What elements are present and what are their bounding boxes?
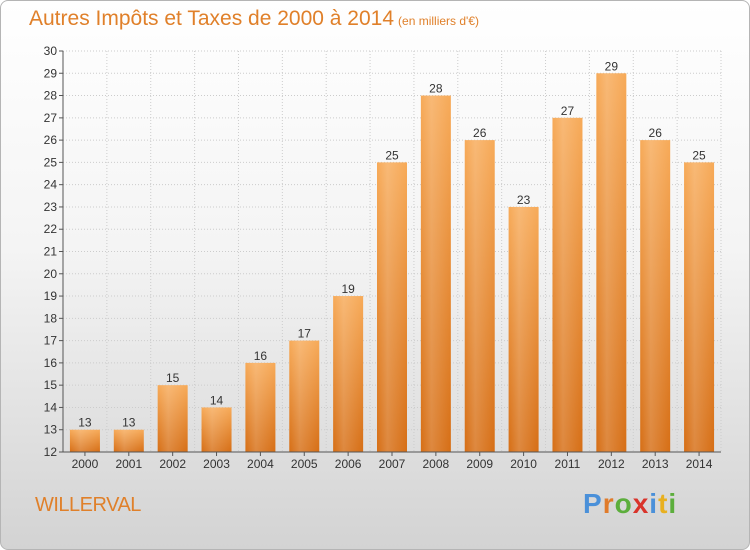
bar-highlight — [69, 429, 100, 452]
x-tick-label: 2007 — [379, 457, 406, 471]
logo-letter: P — [583, 488, 603, 519]
y-tick-label: 23 — [44, 200, 58, 214]
y-tick-label: 14 — [44, 400, 58, 414]
bar-highlight — [157, 385, 188, 452]
bar-highlight — [289, 340, 320, 452]
bar-highlight — [508, 206, 539, 452]
y-tick-label: 27 — [44, 111, 58, 125]
x-tick-label: 2006 — [335, 457, 362, 471]
chart-title: Autres Impôts et Taxes de 2000 à 2014 (en… — [29, 7, 479, 31]
y-tick-label: 22 — [44, 222, 58, 236]
y-tick-label: 30 — [44, 44, 58, 58]
logo-letter: i — [668, 488, 678, 519]
y-tick-label: 12 — [44, 445, 58, 459]
y-tick-label: 25 — [44, 155, 58, 169]
x-tick-label: 2011 — [555, 457, 581, 471]
bar-value-label: 19 — [341, 282, 355, 296]
bar-highlight — [464, 140, 495, 452]
x-tick-label: 2005 — [291, 457, 318, 471]
x-tick-label: 2001 — [115, 457, 142, 471]
bar-value-label: 16 — [254, 349, 268, 363]
y-tick-label: 20 — [44, 267, 58, 281]
bar-highlight — [377, 162, 407, 452]
y-tick-label: 26 — [44, 133, 58, 147]
y-tick-label: 15 — [44, 378, 58, 392]
bar-highlight — [333, 296, 364, 452]
logo-letter: r — [602, 488, 615, 519]
grid-lines — [62, 50, 722, 453]
bar-value-label: 15 — [166, 371, 180, 385]
bar-highlight — [640, 140, 671, 452]
chart-unit: (en milliers d'€) — [398, 14, 480, 28]
bar-value-label: 23 — [517, 193, 531, 207]
bar-value-label: 17 — [298, 327, 312, 341]
bar-highlight — [596, 73, 627, 453]
y-tick-label: 18 — [44, 311, 58, 325]
x-tick-label: 2010 — [510, 457, 537, 471]
y-tick-label: 13 — [44, 423, 58, 437]
logo-letter: t — [658, 488, 669, 519]
proxiti-logo[interactable]: Proxiti — [583, 488, 677, 520]
axes: 12 13 14 15 16 17 18 19 20 21 22 23 24 25 26 27 28 29 30 20… — [44, 44, 721, 471]
bar-value-label: 27 — [561, 104, 575, 118]
x-tick-label: 2014 — [686, 457, 713, 471]
y-tick-label: 24 — [44, 178, 58, 192]
bar-value-label: 25 — [385, 148, 399, 162]
x-tick-label: 2008 — [423, 457, 450, 471]
bar-value-label: 13 — [122, 416, 136, 430]
logo-letter: x — [632, 488, 650, 519]
bar-value-label: 13 — [78, 416, 92, 430]
bar-value-label: 28 — [429, 82, 443, 96]
y-tick-label: 19 — [44, 289, 58, 303]
bar-highlight — [113, 429, 144, 452]
x-tick-label: 2004 — [247, 457, 274, 471]
x-tick-label: 2002 — [159, 457, 186, 471]
x-tick-label: 2009 — [466, 457, 493, 471]
bar-highlight — [420, 95, 451, 453]
bar-value-label: 29 — [605, 59, 619, 73]
x-tick-label: 2013 — [642, 457, 669, 471]
x-tick-label: 2003 — [203, 457, 230, 471]
x-tick-label: 2000 — [72, 457, 99, 471]
bar-highlight — [245, 362, 276, 452]
bar-value-label: 25 — [692, 148, 706, 162]
bar-highlight — [201, 407, 232, 452]
bar-value-label: 26 — [649, 126, 663, 140]
commune-name: WILLERVAL — [35, 494, 141, 516]
chart-title-text: Autres Impôts et Taxes de 2000 à 2014 — [29, 7, 395, 30]
bar-highlight — [684, 162, 715, 452]
y-tick-label: 28 — [44, 89, 58, 103]
y-tick-label: 21 — [44, 245, 58, 259]
x-tick-label: 2012 — [598, 457, 625, 471]
bars: 13 13 15 14 16 17 19 25 28 26 23 27 29 26 25 — [69, 59, 715, 453]
y-tick-label: 29 — [44, 66, 58, 80]
bar-highlight — [552, 117, 583, 452]
logo-letter: o — [614, 488, 633, 519]
bar-value-label: 14 — [210, 393, 224, 407]
logo-letter: i — [649, 488, 659, 519]
bar-value-label: 26 — [473, 126, 487, 140]
y-tick-label: 16 — [44, 356, 58, 370]
y-tick-label: 17 — [44, 334, 58, 348]
